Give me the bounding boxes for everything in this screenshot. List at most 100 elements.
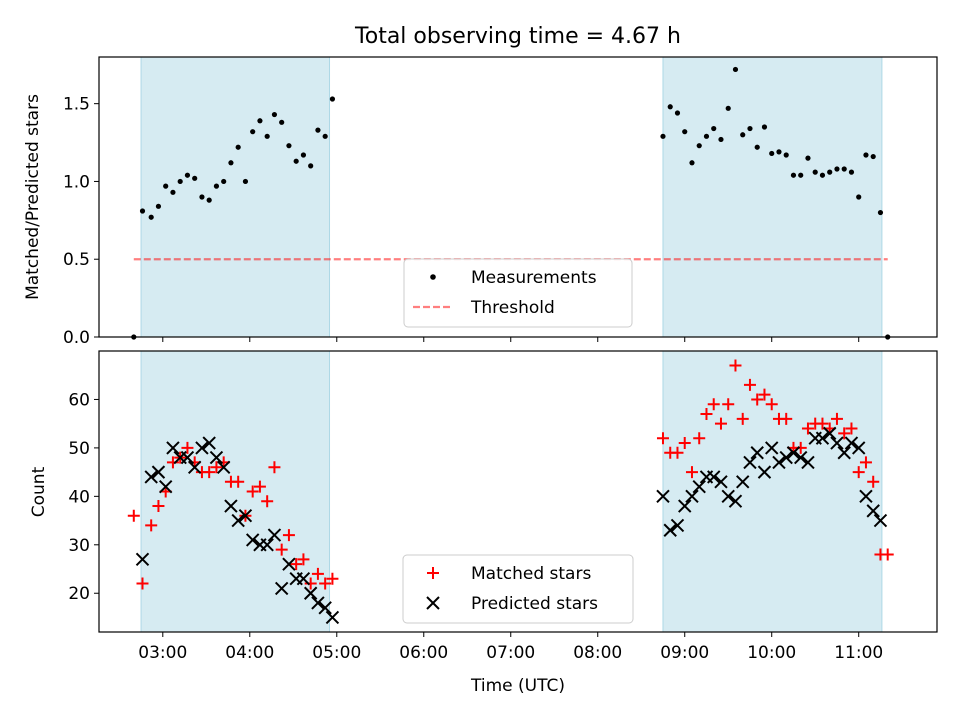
bottom-axes-frame xyxy=(98,350,938,633)
predicted-star-point xyxy=(873,513,888,528)
predicted-star-point xyxy=(743,455,757,470)
predicted-star-point xyxy=(656,489,670,504)
measurement-point xyxy=(206,197,212,203)
matched-star-point xyxy=(253,480,266,493)
bottom-legend-box xyxy=(402,554,634,624)
measurement-point xyxy=(812,169,818,175)
measurement-point xyxy=(827,169,833,175)
bottom-legend: Matched stars Predicted stars xyxy=(402,554,634,624)
matched-star-point xyxy=(136,577,149,590)
matched-star-point xyxy=(867,475,880,488)
legend-threshold-label: Threshold xyxy=(470,298,555,318)
figure-title: Total observing time = 4.67 h xyxy=(354,24,681,49)
matched-star-point xyxy=(736,412,749,425)
matched-star-point xyxy=(794,441,807,454)
matched-star-point xyxy=(261,495,274,508)
top-axes-frame xyxy=(98,56,938,338)
matched-star-point xyxy=(780,412,793,425)
measurement-point xyxy=(703,133,710,139)
legend-matched-marker xyxy=(427,567,439,579)
matched-star-point xyxy=(685,466,698,479)
shaded-interval-2 xyxy=(662,350,883,633)
matched-star-point xyxy=(210,461,223,474)
predicted-star-point xyxy=(866,504,880,518)
measurement-point xyxy=(834,166,840,172)
matched-star-point xyxy=(693,432,706,445)
measurement-point xyxy=(783,152,789,158)
predicted-star-point xyxy=(678,499,692,513)
measurement-point xyxy=(776,149,782,155)
predicted-star-point xyxy=(707,470,721,484)
matched-star-point xyxy=(297,553,310,566)
matched-star-point xyxy=(765,398,778,411)
x-tick-label: 10:00 xyxy=(747,643,796,663)
legend-matched-label: Matched stars xyxy=(471,564,591,584)
predicted-star-point xyxy=(663,523,677,537)
matched-star-point xyxy=(326,572,339,585)
x-tick-label: 03:00 xyxy=(138,643,187,663)
predicted-star-point xyxy=(245,533,260,547)
matched-star-point xyxy=(714,417,727,430)
legend-measurements-marker xyxy=(430,274,436,280)
predicted-star-point xyxy=(823,426,837,441)
matched-star-point xyxy=(729,359,742,372)
x-tick-label: 09:00 xyxy=(660,643,709,663)
y-tick-label: 60 xyxy=(68,390,90,410)
predicted-star-point xyxy=(837,446,851,460)
matched-star-point xyxy=(671,446,684,459)
measurement-point xyxy=(740,132,746,138)
predicted-star-point xyxy=(180,450,195,465)
measurement-point xyxy=(279,119,285,125)
measurement-point xyxy=(148,214,154,220)
matched-star-point xyxy=(722,398,735,411)
predicted-star-point xyxy=(844,436,859,450)
predicted-star-point xyxy=(852,441,866,455)
top-legend: Measurements Threshold xyxy=(403,258,633,328)
measurement-point xyxy=(242,178,249,185)
bottom-panel: 03:00 04:00 05:00 06:00 07:00 08:00 09:00 10:00… xyxy=(29,350,938,663)
y-tick-label: 0.0 xyxy=(63,328,90,348)
matched-star-point xyxy=(304,577,317,590)
matched-star-point xyxy=(319,577,332,590)
matched-star-point xyxy=(751,393,764,406)
matched-star-point xyxy=(700,407,713,420)
predicted-star-point xyxy=(231,513,245,528)
measurement-point xyxy=(293,158,299,164)
measurement-point xyxy=(199,194,205,200)
bottom-y-axis-label: Count xyxy=(29,466,49,517)
measurement-point xyxy=(863,152,869,158)
measurement-point xyxy=(235,144,241,150)
measurement-point xyxy=(674,110,681,116)
measurement-point xyxy=(870,153,876,160)
x-tick-label: 07:00 xyxy=(486,643,535,663)
legend-measurements-label: Measurements xyxy=(471,268,597,288)
matched-star-point xyxy=(152,500,165,513)
x-tick-label: 05:00 xyxy=(312,643,361,663)
measurement-point xyxy=(322,133,328,139)
matched-star-point xyxy=(246,485,259,498)
y-tick-label: 50 xyxy=(68,439,90,459)
matched-star-point xyxy=(852,466,865,479)
measurement-point xyxy=(761,124,768,130)
predicted-star-point xyxy=(274,581,289,596)
matched-star-point xyxy=(290,558,303,571)
shaded-interval-1 xyxy=(140,56,331,338)
matched-star-point xyxy=(758,388,771,401)
matched-star-point xyxy=(232,475,245,488)
measurement-point xyxy=(718,136,724,143)
measurement-point xyxy=(184,172,191,178)
top-legend-box xyxy=(403,258,633,328)
predicted-star-point xyxy=(772,455,786,470)
predicted-star-point xyxy=(685,489,699,504)
measurement-point xyxy=(790,172,797,178)
measurement-point xyxy=(667,104,673,110)
predicted-star-point xyxy=(209,450,224,465)
y-tick-label: 1.5 xyxy=(63,95,90,115)
predicted-star-point xyxy=(815,431,830,445)
matched-star-point xyxy=(127,509,140,522)
measurement-point xyxy=(221,178,227,185)
measurement-point xyxy=(139,208,146,214)
measurement-point xyxy=(250,129,256,135)
measurement-point xyxy=(192,175,198,181)
predicted-star-point xyxy=(830,436,844,450)
